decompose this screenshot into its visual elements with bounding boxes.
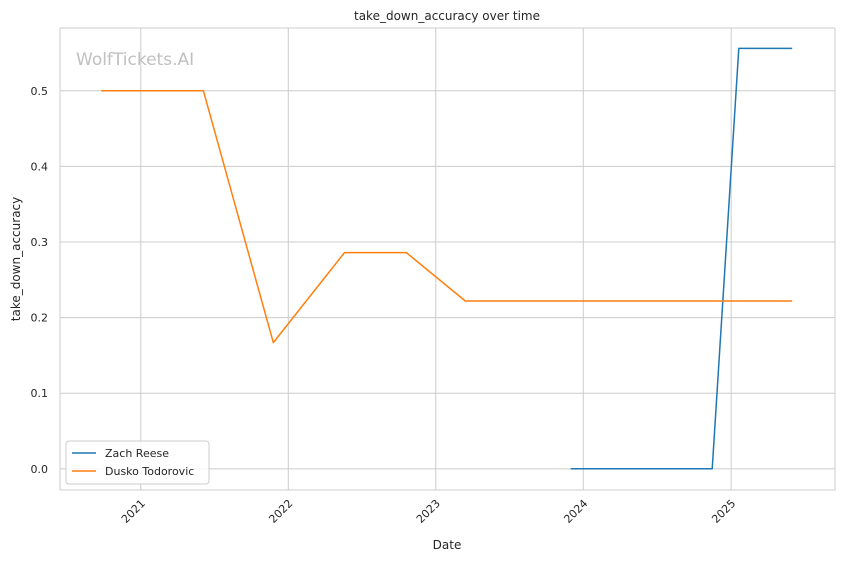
series-lines — [101, 47, 793, 470]
y-axis-label: take_down_accuracy — [9, 197, 23, 321]
legend-box — [65, 440, 210, 485]
series-line-zach-reese — [570, 47, 793, 470]
y-tick-label: 0.0 — [31, 463, 49, 476]
x-tick-label: 2022 — [266, 497, 295, 526]
chart-title: take_down_accuracy over time — [354, 9, 540, 23]
y-tick-label: 0.1 — [31, 387, 49, 400]
x-axis-label: Date — [433, 538, 462, 552]
x-tick-label: 2025 — [709, 497, 738, 526]
plot-frame — [59, 27, 836, 491]
x-tick-label: 2023 — [414, 497, 443, 526]
grid — [60, 28, 835, 490]
series-line-dusko-todorovic — [101, 90, 793, 344]
y-tick-label: 0.5 — [31, 85, 49, 98]
legend-label-dusko-todorovic: Dusko Todorovic — [105, 465, 194, 478]
x-tick-label: 2024 — [561, 497, 590, 526]
y-tick-label: 0.4 — [31, 160, 49, 173]
y-tick-label: 0.3 — [31, 236, 49, 249]
legend: Zach Reese Dusko Todorovic — [65, 440, 210, 485]
y-tick-label: 0.2 — [31, 312, 49, 325]
x-tick-label: 2021 — [119, 497, 148, 526]
x-axis-ticks: 2021 2022 2023 2024 2025 — [119, 497, 738, 526]
y-axis-ticks: 0.0 0.1 0.2 0.3 0.4 0.5 — [31, 85, 49, 476]
legend-label-zach-reese: Zach Reese — [105, 447, 169, 460]
watermark: WolfTickets.AI — [76, 50, 194, 70]
